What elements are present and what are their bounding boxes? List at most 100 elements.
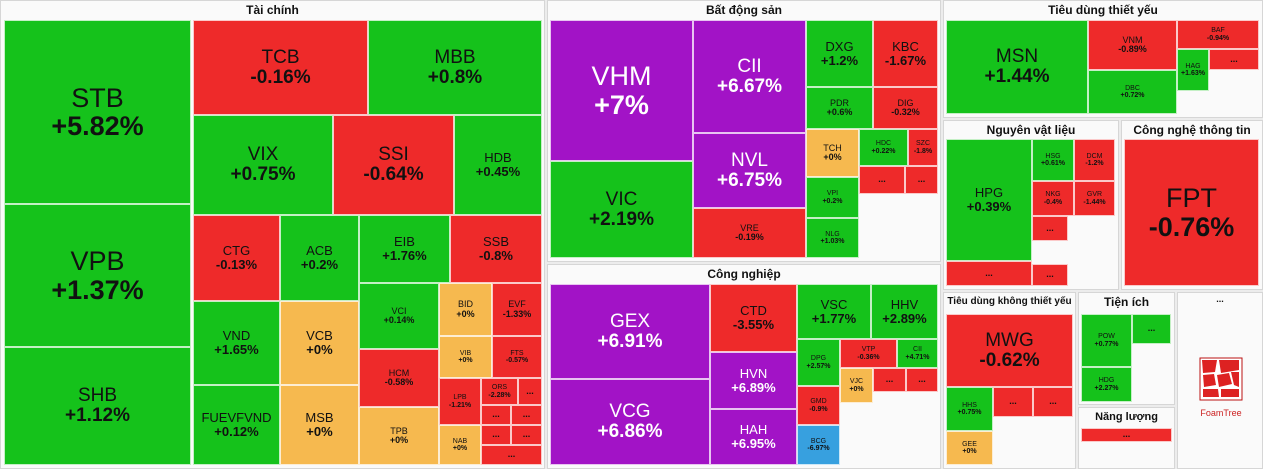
stock-tile-hdg[interactable]: HDG +2.27% bbox=[1081, 367, 1132, 402]
stock-tile-dxg[interactable]: DXG +1.2% bbox=[806, 20, 873, 87]
stock-tile-gee[interactable]: GEE +0% bbox=[946, 431, 993, 465]
stock-tile-cii[interactable]: CII +6.67% bbox=[693, 20, 806, 133]
stock-tile-nab[interactable]: NAB +0% bbox=[439, 425, 481, 465]
more-label: ... bbox=[918, 374, 926, 385]
more-tile[interactable]: ... bbox=[481, 425, 511, 445]
stock-tile-nvl[interactable]: NVL +6.75% bbox=[693, 133, 806, 208]
stock-tile-vnm[interactable]: VNM -0.89% bbox=[1088, 20, 1177, 70]
stock-tile-vix[interactable]: VIX +0.75% bbox=[193, 115, 333, 215]
stock-tile-hdb[interactable]: HDB +0.45% bbox=[454, 115, 542, 215]
stock-tile-hvn[interactable]: HVN +6.89% bbox=[710, 352, 797, 409]
stock-tile-vre[interactable]: VRE -0.19% bbox=[693, 208, 806, 258]
stock-tile-fpt[interactable]: FPT -0.76% bbox=[1124, 139, 1259, 286]
stock-tile-kbc[interactable]: KBC -1.67% bbox=[873, 20, 938, 87]
ticker-label: HPG bbox=[974, 185, 1004, 201]
stock-tile-vib[interactable]: VIB +0% bbox=[439, 336, 492, 378]
more-tile[interactable]: ... bbox=[859, 166, 905, 194]
ticker-label: VCI bbox=[391, 305, 407, 316]
stock-tile-hag[interactable]: HAG +1.63% bbox=[1177, 49, 1209, 91]
stock-tile-pdr[interactable]: PDR +0.6% bbox=[806, 87, 873, 129]
ticker-label: GEX bbox=[609, 310, 651, 332]
stock-tile-acb[interactable]: ACB +0.2% bbox=[280, 215, 359, 301]
stock-tile-eib[interactable]: EIB +1.76% bbox=[359, 215, 450, 283]
stock-tile-vnd[interactable]: VND +1.65% bbox=[193, 301, 280, 385]
stock-tile-nlg[interactable]: NLG +1.03% bbox=[806, 218, 859, 258]
stock-tile-vcb[interactable]: VCB +0% bbox=[280, 301, 359, 385]
stock-tile-vhm[interactable]: VHM +7% bbox=[550, 20, 693, 161]
more-tile[interactable]: ... bbox=[993, 387, 1033, 417]
more-tile[interactable]: ... bbox=[1209, 49, 1259, 70]
stock-tile-tch[interactable]: TCH +0% bbox=[806, 129, 859, 177]
change-label: -0.64% bbox=[363, 164, 424, 185]
ticker-label: DPG bbox=[810, 355, 827, 363]
more-tile[interactable]: ... bbox=[906, 368, 938, 392]
stock-tile-gvr[interactable]: GVR -1.44% bbox=[1074, 181, 1115, 216]
more-tile[interactable]: ... bbox=[511, 425, 542, 445]
more-tile[interactable]: ... bbox=[1032, 264, 1068, 286]
stock-tile-fuevfvnd[interactable]: FUEVFVND +0.12% bbox=[193, 385, 280, 465]
stock-tile-vpi[interactable]: VPI +0.2% bbox=[806, 177, 859, 218]
stock-tile-dbc[interactable]: DBC +0.72% bbox=[1088, 70, 1177, 114]
stock-tile-msn[interactable]: MSN +1.44% bbox=[946, 20, 1088, 114]
more-tile[interactable]: ... bbox=[1033, 387, 1073, 417]
stock-tile-hhv[interactable]: HHV +2.89% bbox=[871, 284, 938, 339]
stock-tile-bcg[interactable]: BCG -6.97% bbox=[797, 425, 840, 465]
stock-tile-hcm[interactable]: HCM -0.58% bbox=[359, 349, 439, 407]
stock-tile-vsc[interactable]: VSC +1.77% bbox=[797, 284, 871, 339]
stock-tile-vtp[interactable]: VTP -0.36% bbox=[840, 339, 897, 368]
stock-tile-cii[interactable]: CII +4.71% bbox=[897, 339, 938, 368]
stock-tile-evf[interactable]: EVF -1.33% bbox=[492, 283, 542, 336]
more-tile[interactable]: ... bbox=[905, 166, 938, 194]
stock-tile-vic[interactable]: VIC +2.19% bbox=[550, 161, 693, 258]
ticker-label: NKG bbox=[1045, 191, 1061, 199]
more-tile[interactable]: ... bbox=[873, 368, 906, 392]
stock-tile-bid[interactable]: BID +0% bbox=[439, 283, 492, 336]
stock-tile-ors[interactable]: ORS -2.28% bbox=[481, 378, 518, 405]
stock-tile-lpb[interactable]: LPB -1.21% bbox=[439, 378, 481, 425]
stock-tile-vjc[interactable]: VJC +0% bbox=[840, 368, 873, 403]
stock-tile-fts[interactable]: FTS -0.57% bbox=[492, 336, 542, 378]
stock-tile-mbb[interactable]: MBB +0.8% bbox=[368, 20, 542, 115]
stock-tile-mwg[interactable]: MWG -0.62% bbox=[946, 314, 1073, 387]
stock-tile-ctg[interactable]: CTG -0.13% bbox=[193, 215, 280, 301]
more-tile[interactable]: ... bbox=[481, 405, 511, 425]
stock-tile-vci[interactable]: VCI +0.14% bbox=[359, 283, 439, 349]
change-label: +6.95% bbox=[731, 436, 776, 451]
stock-tile-stb[interactable]: STB +5.82% bbox=[4, 20, 191, 204]
stock-tile-hhs[interactable]: HHS +0.75% bbox=[946, 387, 993, 431]
ticker-label: CTG bbox=[222, 243, 251, 259]
more-tile[interactable]: ... bbox=[481, 445, 542, 465]
change-label: +1.12% bbox=[65, 405, 130, 426]
stock-tile-ctd[interactable]: CTD -3.55% bbox=[710, 284, 797, 352]
stock-tile-tpb[interactable]: TPB +0% bbox=[359, 407, 439, 465]
ticker-label: TCH bbox=[823, 142, 842, 153]
stock-tile-shb[interactable]: SHB +1.12% bbox=[4, 347, 191, 465]
stock-tile-vcg[interactable]: VCG +6.86% bbox=[550, 379, 710, 465]
change-label: +1.76% bbox=[382, 248, 427, 263]
more-tile[interactable]: ... bbox=[1132, 314, 1171, 344]
stock-tile-hdc[interactable]: HDC +0.22% bbox=[859, 129, 908, 166]
stock-tile-gex[interactable]: GEX +6.91% bbox=[550, 284, 710, 379]
more-tile[interactable]: ... bbox=[1081, 428, 1172, 442]
stock-tile-dig[interactable]: DIG -0.32% bbox=[873, 87, 938, 129]
change-label: +0% bbox=[458, 357, 473, 364]
stock-tile-hsg[interactable]: HSG +0.61% bbox=[1032, 139, 1074, 181]
stock-tile-ssi[interactable]: SSI -0.64% bbox=[333, 115, 454, 215]
stock-tile-msb[interactable]: MSB +0% bbox=[280, 385, 359, 465]
stock-tile-ssb[interactable]: SSB -0.8% bbox=[450, 215, 542, 283]
stock-tile-szc[interactable]: SZC -1.8% bbox=[908, 129, 938, 166]
stock-tile-nkg[interactable]: NKG -0.4% bbox=[1032, 181, 1074, 216]
stock-tile-pow[interactable]: POW +0.77% bbox=[1081, 314, 1132, 367]
stock-tile-tcb[interactable]: TCB -0.16% bbox=[193, 20, 368, 115]
stock-tile-gmd[interactable]: GMD -0.9% bbox=[797, 386, 840, 425]
stock-tile-hpg[interactable]: HPG +0.39% bbox=[946, 139, 1032, 261]
stock-tile-baf[interactable]: BAF -0.94% bbox=[1177, 20, 1259, 49]
more-tile[interactable]: ... bbox=[1032, 216, 1068, 241]
stock-tile-hah[interactable]: HAH +6.95% bbox=[710, 409, 797, 465]
more-tile[interactable]: ... bbox=[511, 405, 542, 425]
stock-tile-dcm[interactable]: DCM -1.2% bbox=[1074, 139, 1115, 181]
more-tile[interactable]: ... bbox=[946, 261, 1032, 286]
stock-tile-vpb[interactable]: VPB +1.37% bbox=[4, 204, 191, 347]
stock-tile-dpg[interactable]: DPG +2.57% bbox=[797, 339, 840, 386]
more-tile[interactable]: ... bbox=[518, 378, 542, 405]
